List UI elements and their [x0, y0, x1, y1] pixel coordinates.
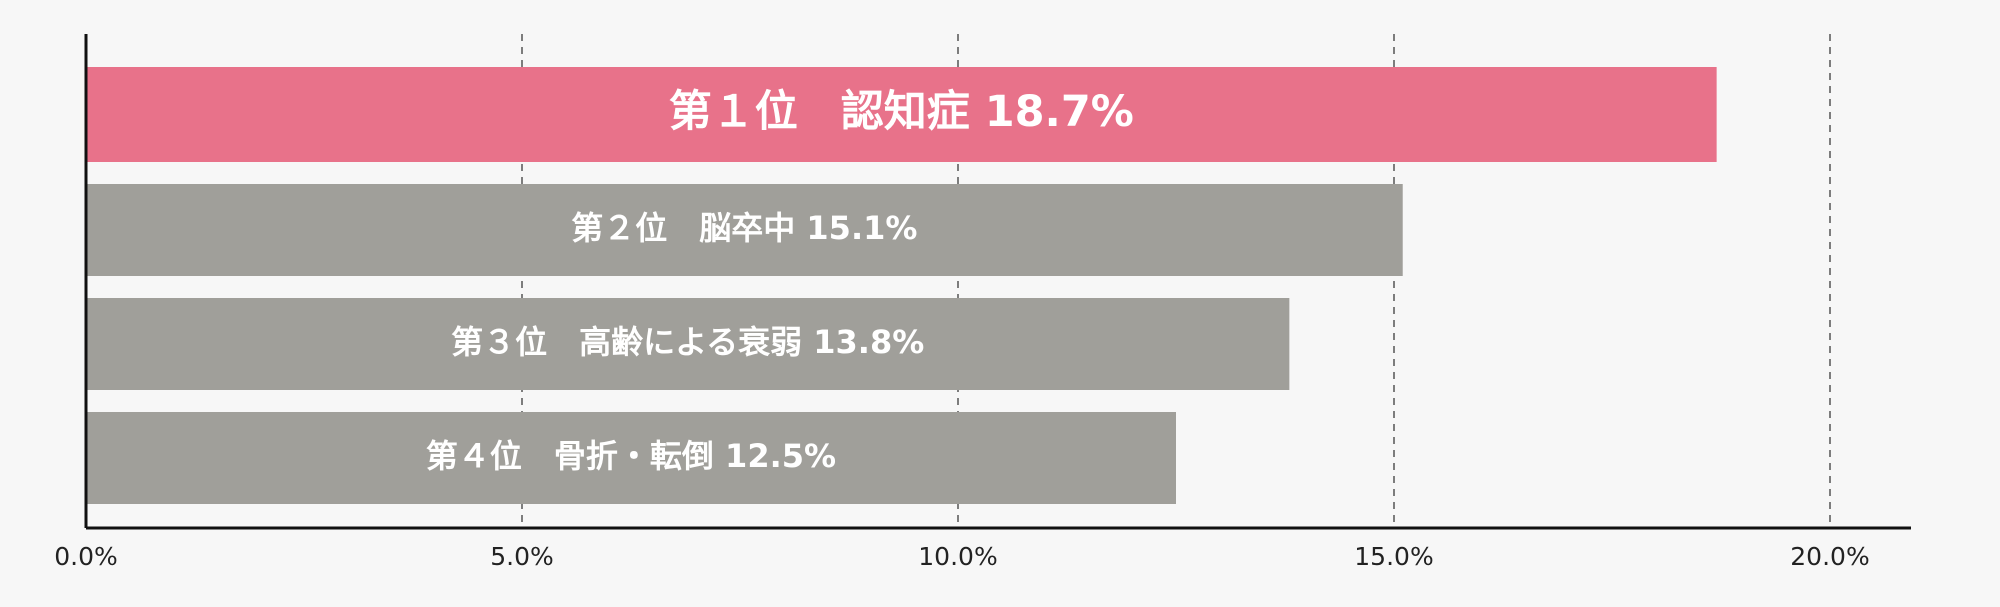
x-tick-label-0: 0.0%	[54, 542, 118, 571]
bar-2	[86, 184, 1403, 276]
axes	[84, 34, 1911, 530]
x-tick-label-3: 15.0%	[1354, 542, 1433, 571]
bar-labels: 第１位 認知症 18.7% 第２位 脳卒中 15.1% 第３位 高齢による衰弱 13…	[426, 87, 1134, 475]
x-tick-label-1: 5.0%	[490, 542, 554, 571]
x-tick-label-4: 20.0%	[1790, 542, 1869, 571]
x-tick-label-2: 10.0%	[918, 542, 997, 571]
bar-4	[86, 412, 1176, 504]
bar-label-2: 第２位 脳卒中 15.1%	[571, 209, 917, 247]
bar-3	[86, 298, 1290, 390]
bar-label-1: 第１位 認知症 18.7%	[669, 87, 1134, 137]
bar-label-3: 第３位 高齢による衰弱 13.8%	[451, 323, 924, 361]
bar-label-4: 第４位 骨折・転倒 12.5%	[426, 437, 836, 475]
x-tick-labels: 0.0% 5.0% 10.0% 15.0% 20.0%	[54, 542, 1869, 571]
bars	[86, 67, 1717, 504]
bar-1	[86, 67, 1717, 162]
